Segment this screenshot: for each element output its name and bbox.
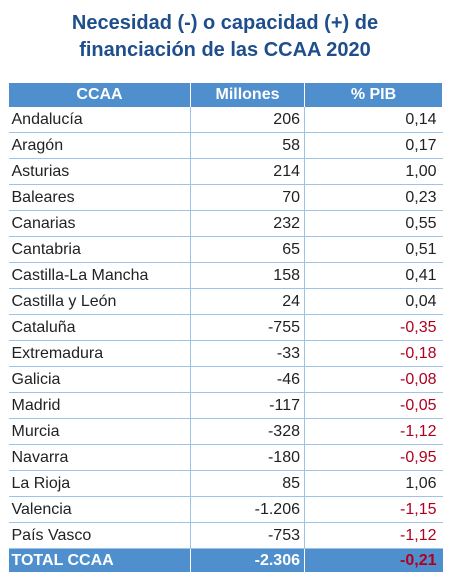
total-label: TOTAL CCAA <box>8 548 191 572</box>
cell-ccaa: Cantabria <box>8 236 191 263</box>
header-millones: Millones <box>190 83 305 107</box>
header-pib: % PIB <box>304 83 443 107</box>
table-row: Castilla-La Mancha 158 0,41 <box>8 262 443 289</box>
table-body: Andalucía 206 0,14 Aragón 58 0,17 Asturias 214 1… <box>8 107 443 549</box>
cell-pib: 0,14 <box>304 107 443 133</box>
cell-pib: -0,35 <box>304 314 443 341</box>
cell-pib: 0,17 <box>304 132 443 159</box>
cell-pib: 0,23 <box>304 184 443 211</box>
table-row: Andalucía 206 0,14 <box>8 107 443 133</box>
cell-millones: -117 <box>190 392 305 419</box>
cell-millones: 65 <box>190 236 305 263</box>
cell-millones: 214 <box>190 158 305 185</box>
cell-ccaa: Andalucía <box>8 107 191 133</box>
table-row: Baleares 70 0,23 <box>8 184 443 211</box>
cell-millones: 58 <box>190 132 305 159</box>
table-row: Cataluña -755 -0,35 <box>8 314 443 341</box>
cell-ccaa: Galicia <box>8 366 191 393</box>
cell-pib: 1,06 <box>304 470 443 497</box>
cell-pib: -0,08 <box>304 366 443 393</box>
cell-pib: 1,00 <box>304 158 443 185</box>
cell-pib: -1,12 <box>304 418 443 445</box>
cell-pib: -1,15 <box>304 496 443 523</box>
cell-millones: 24 <box>190 288 305 315</box>
cell-pib: 0,41 <box>304 262 443 289</box>
table-header-row: CCAA Millones % PIB <box>8 83 443 107</box>
cell-ccaa: Baleares <box>8 184 191 211</box>
table-row: Castilla y León 24 0,04 <box>8 288 443 315</box>
cell-millones: -46 <box>190 366 305 393</box>
total-millones: -2.306 <box>190 548 305 572</box>
cell-ccaa: Asturias <box>8 158 191 185</box>
cell-ccaa: Madrid <box>8 392 191 419</box>
cell-pib: 0,55 <box>304 210 443 237</box>
cell-ccaa: Cataluña <box>8 314 191 341</box>
ccaa-financing-table: CCAA Millones % PIB Andalucía 206 0,14 Arag… <box>8 83 443 572</box>
cell-ccaa: Aragón <box>8 132 191 159</box>
table-row: País Vasco -753 -1,12 <box>8 522 443 549</box>
cell-ccaa: Navarra <box>8 444 191 471</box>
table-row: Asturias 214 1,00 <box>8 158 443 185</box>
table-row: Canarias 232 0,55 <box>8 210 443 237</box>
cell-ccaa: País Vasco <box>8 522 191 549</box>
cell-ccaa: Valencia <box>8 496 191 523</box>
cell-millones: 232 <box>190 210 305 237</box>
header-ccaa: CCAA <box>8 83 191 107</box>
cell-millones: -180 <box>190 444 305 471</box>
cell-pib: -0,05 <box>304 392 443 419</box>
total-row: TOTAL CCAA -2.306 -0,21 <box>8 548 443 572</box>
table-row: Madrid -117 -0,05 <box>8 392 443 419</box>
cell-millones: 85 <box>190 470 305 497</box>
title-line-1: Necesidad (-) o capacidad (+) de <box>71 12 379 34</box>
cell-millones: 70 <box>190 184 305 211</box>
page-title: Necesidad (-) o capacidad (+) de financi… <box>0 10 450 64</box>
total-pib: -0,21 <box>304 548 443 572</box>
cell-pib: 0,51 <box>304 236 443 263</box>
cell-millones: -33 <box>190 340 305 367</box>
cell-ccaa: Castilla y León <box>8 288 191 315</box>
cell-millones: 158 <box>190 262 305 289</box>
cell-ccaa: Extremadura <box>8 340 191 367</box>
table-row: Valencia -1.206 -1,15 <box>8 496 443 523</box>
table-row: Extremadura -33 -0,18 <box>8 340 443 367</box>
table-row: La Rioja 85 1,06 <box>8 470 443 497</box>
title-line-2: financiación de las CCAA 2020 <box>79 39 371 61</box>
cell-pib: -1,12 <box>304 522 443 549</box>
cell-ccaa: Canarias <box>8 210 191 237</box>
cell-pib: -0,95 <box>304 444 443 471</box>
cell-millones: -1.206 <box>190 496 305 523</box>
table-row: Galicia -46 -0,08 <box>8 366 443 393</box>
table-row: Cantabria 65 0,51 <box>8 236 443 263</box>
cell-millones: -753 <box>190 522 305 549</box>
cell-millones: -755 <box>190 314 305 341</box>
cell-millones: 206 <box>190 107 305 133</box>
cell-ccaa: La Rioja <box>8 470 191 497</box>
cell-ccaa: Murcia <box>8 418 191 445</box>
table-row: Murcia -328 -1,12 <box>8 418 443 445</box>
cell-millones: -328 <box>190 418 305 445</box>
cell-pib: 0,04 <box>304 288 443 315</box>
cell-ccaa: Castilla-La Mancha <box>8 262 191 289</box>
table-row: Navarra -180 -0,95 <box>8 444 443 471</box>
cell-pib: -0,18 <box>304 340 443 367</box>
table-row: Aragón 58 0,17 <box>8 132 443 159</box>
